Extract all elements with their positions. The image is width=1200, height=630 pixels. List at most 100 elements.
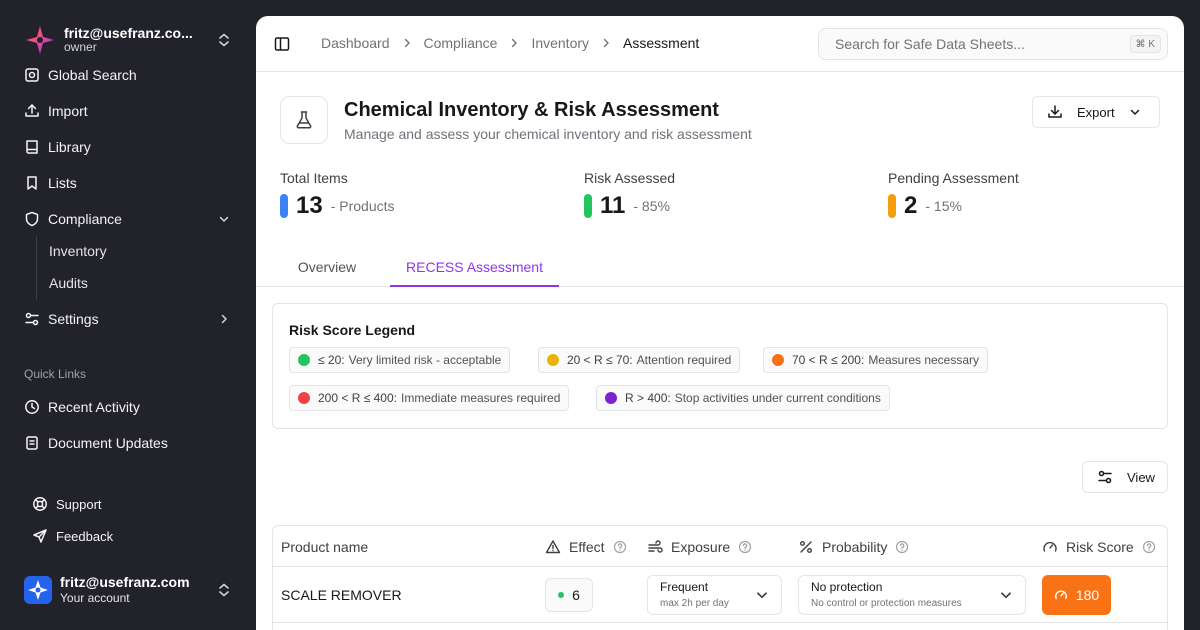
view-options-button[interactable]: View — [1082, 461, 1168, 493]
page-subtitle: Manage and assess your chemical inventor… — [344, 126, 752, 142]
exposure-detail: max 2h per day — [660, 598, 729, 609]
legend-text: Attention required — [636, 353, 732, 367]
top-bar: Dashboard Compliance Inventory Assessmen… — [256, 16, 1184, 72]
stat-label: Pending Assessment — [888, 170, 1019, 186]
support-label: Support — [56, 496, 102, 512]
tab-overview[interactable]: Overview — [297, 259, 357, 275]
breadcrumb-dashboard[interactable]: Dashboard — [321, 35, 390, 51]
sidebar-item-settings[interactable]: Settings — [16, 303, 240, 335]
help-icon[interactable] — [895, 540, 909, 554]
probability-detail: No control or protection measures — [811, 598, 962, 609]
export-button[interactable]: Export — [1032, 96, 1160, 128]
user-name: fritz@usefranz.com — [60, 574, 190, 591]
page-title: Chemical Inventory & Risk Assessment — [344, 99, 719, 121]
stat-risk-assessed: Risk Assessed 11 - 85% — [584, 170, 864, 220]
column-label: Probability — [822, 538, 888, 555]
legend-range: ≤ 20: — [318, 353, 345, 367]
search-shortcut: ⌘ K — [1129, 35, 1161, 53]
upload-icon — [24, 103, 40, 119]
status-dot — [547, 354, 559, 366]
legend-item: 200 < R ≤ 400: Immediate measures requir… — [289, 385, 570, 411]
sliders-icon — [24, 311, 40, 327]
workspace-switcher[interactable]: fritz@usefranz.co... owner — [16, 18, 240, 62]
stat-value: 2 — [904, 192, 918, 219]
feedback-link[interactable]: Feedback — [24, 521, 240, 551]
legend-text: Immediate measures required — [400, 391, 561, 405]
probability-select[interactable]: No protection No control or protection m… — [798, 575, 1026, 615]
stat-indicator — [584, 194, 592, 218]
tabs: Overview RECESS Assessment — [256, 248, 1184, 287]
stat-indicator — [280, 194, 288, 218]
status-dot — [298, 354, 310, 366]
breadcrumb-compliance[interactable]: Compliance — [423, 35, 498, 51]
legend-text: Measures necessary — [868, 353, 980, 367]
column-exposure[interactable]: Exposure — [647, 526, 752, 567]
chevron-down-icon — [216, 211, 232, 227]
tab-recess-assessment[interactable]: RECESS Assessment — [390, 248, 559, 287]
sidebar-item-label: Import — [48, 103, 88, 119]
table-row[interactable]: SCALE REMOVER 6 Frequent max 2h per day … — [273, 567, 1167, 623]
sidebar-item-recent-activity[interactable]: Recent Activity — [16, 391, 240, 423]
stat-label: Risk Assessed — [584, 170, 676, 186]
sidebar-item-document-updates[interactable]: Document Updates — [16, 427, 240, 459]
table-header: Product name Effect Exposure Probability… — [273, 526, 1167, 567]
lifebuoy-icon — [32, 496, 48, 512]
main-panel: Dashboard Compliance Inventory Assessmen… — [256, 16, 1184, 630]
percent-icon — [798, 539, 814, 555]
status-dot — [558, 592, 565, 598]
column-product-name[interactable]: Product name — [281, 526, 368, 567]
clock-icon — [24, 399, 40, 415]
assessment-table: Product name Effect Exposure Probability… — [272, 525, 1168, 630]
breadcrumb-assessment: Assessment — [623, 35, 700, 51]
column-label: Risk Score — [1066, 538, 1134, 555]
column-label: Exposure — [671, 538, 731, 555]
stat-total-items: Total Items 13 - Products — [280, 170, 560, 220]
column-label: Effect — [569, 538, 605, 555]
help-icon[interactable] — [738, 540, 752, 554]
bookmark-icon — [24, 175, 40, 191]
chevron-right-icon — [216, 311, 232, 327]
sidebar-subitem-inventory[interactable]: Inventory — [49, 243, 107, 259]
sidebar-item-label: Lists — [48, 175, 77, 191]
effect-badge[interactable]: 6 — [545, 578, 593, 612]
risk-score-legend: Risk Score Legend ≤ 20: Very limited ris… — [272, 303, 1168, 429]
chevrons-up-down-icon — [216, 582, 232, 598]
legend-item: 70 < R ≤ 200: Measures necessary — [763, 347, 989, 373]
feedback-label: Feedback — [56, 528, 114, 544]
search-input[interactable]: Search for Safe Data Sheets... ⌘ K — [818, 28, 1168, 60]
sidebar-item-label: Library — [48, 139, 91, 155]
sidebar-item-label: Compliance — [48, 211, 122, 227]
sidebar-toggle-icon[interactable] — [274, 36, 290, 52]
column-label: Product name — [281, 538, 369, 555]
workspace-logo — [24, 24, 56, 56]
sidebar-item-lists[interactable]: Lists — [16, 167, 240, 199]
probability-value: No protection — [811, 580, 883, 594]
risk-score-badge[interactable]: 180 — [1042, 575, 1111, 615]
chevrons-up-down-icon — [216, 32, 232, 48]
sidebar: fritz@usefranz.co... owner Global Search… — [0, 0, 256, 630]
sidebar-subitem-audits[interactable]: Audits — [49, 275, 88, 291]
quick-links-label: Quick Links — [24, 367, 87, 381]
stat-label: Total Items — [280, 170, 348, 186]
settings-sliders-icon — [1097, 469, 1113, 485]
legend-title: Risk Score Legend — [289, 322, 416, 338]
column-effect[interactable]: Effect — [545, 526, 627, 567]
chevron-right-icon — [402, 38, 412, 48]
sidebar-item-import[interactable]: Import — [16, 95, 240, 127]
breadcrumb-inventory[interactable]: Inventory — [531, 35, 590, 51]
help-icon[interactable] — [613, 540, 627, 554]
help-icon[interactable] — [1142, 540, 1156, 554]
sidebar-item-compliance[interactable]: Compliance — [16, 203, 240, 235]
warning-icon — [545, 539, 561, 555]
column-risk-score[interactable]: Risk Score — [1042, 526, 1156, 567]
stat-pending-assessment: Pending Assessment 2 - 15% — [888, 170, 1168, 220]
wind-icon — [647, 539, 663, 555]
user-menu[interactable]: fritz@usefranz.com Your account — [16, 568, 240, 612]
column-probability[interactable]: Probability — [798, 526, 909, 567]
sidebar-item-global-search[interactable]: Global Search — [16, 62, 240, 91]
sidebar-item-library[interactable]: Library — [16, 131, 240, 163]
search-placeholder: Search for Safe Data Sheets... — [835, 36, 1025, 52]
exposure-select[interactable]: Frequent max 2h per day — [647, 575, 782, 615]
support-link[interactable]: Support — [24, 489, 240, 519]
legend-range: 200 < R ≤ 400: — [318, 391, 397, 405]
